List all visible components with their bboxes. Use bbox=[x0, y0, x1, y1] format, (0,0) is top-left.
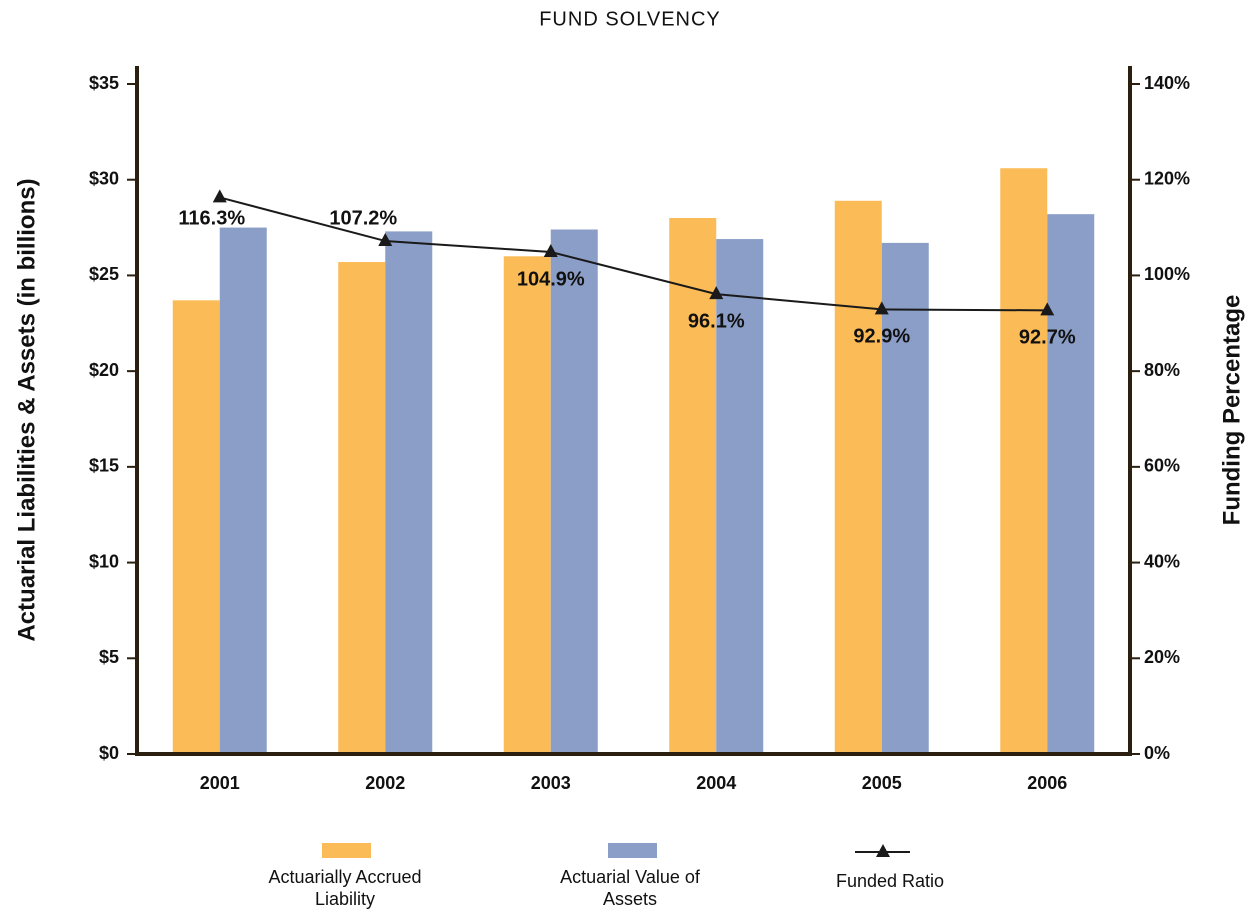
y2-tick-label: 120% bbox=[1144, 168, 1190, 188]
x-tick-label: 2002 bbox=[365, 773, 405, 793]
marker bbox=[874, 301, 889, 315]
line bbox=[219, 196, 1048, 312]
y2-axis-title: Funding Percentage bbox=[1218, 295, 1245, 526]
y-tick-label: $15 bbox=[89, 456, 119, 476]
bar bbox=[172, 300, 220, 754]
data-label: 116.3% bbox=[178, 208, 245, 230]
y2-tick-label: 60% bbox=[1144, 456, 1180, 476]
legend-marker bbox=[876, 844, 890, 857]
bar bbox=[716, 239, 764, 755]
data-label: 96.1% bbox=[688, 310, 745, 332]
chart-title: FUND SOLVENCY bbox=[539, 8, 721, 30]
bar bbox=[503, 256, 551, 754]
legend-swatch bbox=[608, 843, 657, 858]
bar bbox=[1047, 214, 1095, 754]
marker bbox=[378, 232, 393, 246]
marker bbox=[709, 286, 724, 300]
y2-tick-label: 140% bbox=[1144, 73, 1190, 93]
legend-label: Actuarially Accrued Liability bbox=[268, 867, 422, 909]
x-tick-label: 2005 bbox=[862, 773, 902, 793]
data-label: 107.2% bbox=[329, 207, 397, 229]
y2-tick-label: 80% bbox=[1144, 360, 1180, 380]
y-tick-label: $25 bbox=[89, 264, 119, 284]
y2-tick-label: 0% bbox=[1144, 743, 1170, 763]
marker bbox=[543, 243, 558, 257]
legend-swatch bbox=[322, 843, 371, 858]
bar bbox=[881, 242, 929, 754]
bar bbox=[219, 227, 267, 755]
marker bbox=[1040, 302, 1055, 316]
legend-label: Funded Ratio bbox=[835, 871, 945, 891]
y2-tick-label: 100% bbox=[1144, 264, 1190, 284]
y-tick-label: $0 bbox=[99, 743, 119, 763]
x-tick-label: 2006 bbox=[1027, 773, 1067, 793]
data-label: 104.9% bbox=[517, 268, 585, 290]
y-tick-label: $10 bbox=[89, 551, 119, 571]
data-label: 92.9% bbox=[853, 326, 910, 348]
x-tick-label: 2003 bbox=[531, 773, 571, 793]
x-tick-label: 2004 bbox=[696, 773, 736, 793]
y2-tick-label: 20% bbox=[1144, 647, 1180, 667]
legend-label: Actuarial Value of Assets bbox=[560, 867, 700, 909]
bar bbox=[385, 231, 433, 754]
y-tick-label: $35 bbox=[89, 73, 119, 93]
bar bbox=[834, 200, 882, 754]
bar bbox=[669, 218, 717, 754]
x-tick-label: 2001 bbox=[200, 773, 240, 793]
y-tick-label: $5 bbox=[99, 647, 119, 667]
bar bbox=[550, 229, 598, 754]
y2-tick-label: 40% bbox=[1144, 551, 1180, 571]
y-tick-label: $20 bbox=[89, 360, 119, 380]
bar bbox=[1000, 168, 1048, 754]
y-axis-title: Actuarial Liabilities & Assets (in billi… bbox=[13, 178, 40, 641]
bar bbox=[338, 262, 386, 754]
data-label: 92.7% bbox=[1019, 327, 1076, 349]
marker bbox=[212, 189, 227, 203]
y-tick-label: $30 bbox=[89, 168, 119, 188]
